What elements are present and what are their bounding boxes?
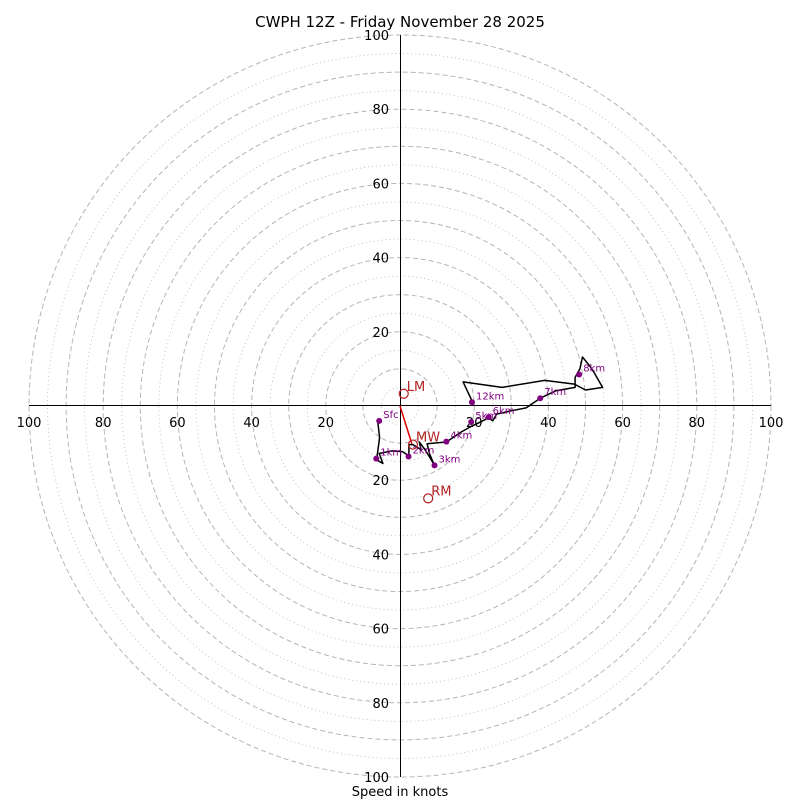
storm-motion-label: LM <box>407 380 425 395</box>
tick-label-y-down: 80 <box>372 697 389 712</box>
height-label: 12km <box>476 391 504 402</box>
tick-label-y-up: 60 <box>372 177 389 192</box>
tick-label-y-down: 40 <box>372 548 389 563</box>
tick-label-x-left: 100 <box>17 416 42 431</box>
tick-label-y-up: 40 <box>372 252 389 267</box>
height-point <box>431 462 438 469</box>
tick-label-x-right: 40 <box>540 416 557 431</box>
tick-label-x-left: 40 <box>243 416 260 431</box>
tick-label-y-up: 20 <box>372 326 389 341</box>
height-point <box>405 453 412 460</box>
tick-label-y-down: 60 <box>372 623 389 638</box>
tick-label-y-down: 100 <box>364 771 389 786</box>
height-label: 8km <box>583 363 605 374</box>
height-point <box>373 455 380 462</box>
height-label: Sfc <box>383 410 398 421</box>
height-label: 2km <box>413 445 435 456</box>
height-point <box>468 399 475 406</box>
height-label: 7km <box>544 387 566 398</box>
tick-label-x-right: 100 <box>759 416 784 431</box>
tick-labels: 100 80 60 40 20 20 40 60 80 100204060801002040608… <box>17 29 784 786</box>
storm-motion-marker <box>407 439 419 450</box>
tick-label-x-right: 60 <box>614 416 631 431</box>
tick-label-x-left: 60 <box>169 416 186 431</box>
tick-label-x-left: 20 <box>318 416 335 431</box>
height-point <box>443 438 450 445</box>
shear-vector <box>399 405 413 445</box>
shear-vector-group <box>399 405 413 445</box>
chart-title: CWPH 12Z - Friday November 28 2025 <box>255 13 545 31</box>
tick-label-x-left: 80 <box>95 416 112 431</box>
storm-motion-marker <box>423 493 434 504</box>
storm-motion-label: MW <box>416 431 440 446</box>
height-point <box>537 395 544 402</box>
storm-motion-markers: LM MW RM <box>398 380 451 504</box>
tick-label-x-right: 80 <box>689 416 706 431</box>
storm-motion-marker <box>398 388 409 399</box>
x-axis-label: Speed in knots <box>352 785 449 800</box>
height-label: 6km <box>493 406 515 417</box>
height-label: 4km <box>450 431 472 442</box>
height-label: 3km <box>439 454 461 465</box>
height-point <box>376 417 383 424</box>
height-markers: Sfc1km2km3km4km5km6km7km8km12km <box>373 363 605 469</box>
height-point <box>576 371 583 378</box>
tick-label-y-down: 20 <box>372 474 389 489</box>
tick-label-y-up: 80 <box>372 103 389 118</box>
storm-motion-label: RM <box>431 484 451 499</box>
height-point <box>468 418 475 425</box>
tick-label-y-up: 100 <box>364 29 389 44</box>
height-label: 1km <box>380 448 402 459</box>
height-point <box>485 414 492 421</box>
